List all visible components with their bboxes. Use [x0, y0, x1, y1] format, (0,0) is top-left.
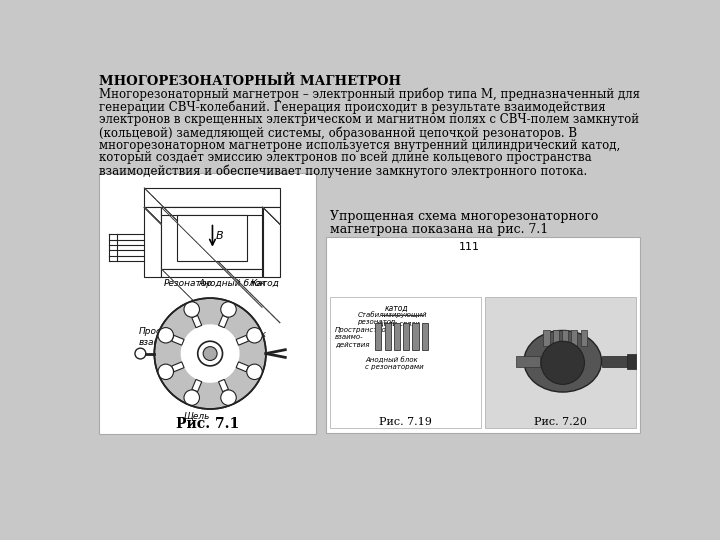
Text: Виток
связи: Виток связи [239, 330, 267, 350]
Circle shape [203, 347, 217, 361]
Circle shape [221, 302, 236, 317]
Text: Рис. 7.1: Рис. 7.1 [176, 417, 240, 431]
Bar [326, 237, 640, 433]
Circle shape [158, 328, 174, 343]
Bar [413, 323, 418, 350]
Bar [553, 330, 559, 346]
Bar [580, 330, 587, 346]
Polygon shape [171, 362, 184, 372]
Text: Резонатор: Резонатор [163, 279, 212, 288]
Bar [161, 207, 262, 269]
Circle shape [198, 341, 222, 366]
Text: многорезонаторном магнетроне используется внутренний цилиндрический катод,: многорезонаторном магнетроне используетс… [99, 139, 621, 152]
Polygon shape [192, 315, 202, 328]
Bar [161, 269, 262, 276]
Bar [144, 188, 280, 207]
Text: Анодный блок: Анодный блок [199, 279, 266, 288]
Text: Рис. 7.20: Рис. 7.20 [534, 417, 588, 427]
Circle shape [221, 390, 236, 406]
Text: МНОГОРЕЗОНАТОРНЫЙ МАГНЕТРОН: МНОГОРЕЗОНАТОРНЫЙ МАГНЕТРОН [99, 75, 402, 88]
Polygon shape [219, 315, 228, 328]
Bar [177, 215, 246, 261]
Bar [485, 298, 636, 428]
Text: генерации СВЧ-колебаний. Генерация происходит в результате взаимодействия: генерации СВЧ-колебаний. Генерация проис… [99, 100, 606, 114]
Polygon shape [192, 380, 202, 392]
Text: который создает эмиссию электронов по всей длине кольцевого пространства: который создает эмиссию электронов по вс… [99, 151, 592, 164]
Bar [571, 330, 577, 346]
Bar [562, 330, 568, 346]
Circle shape [184, 390, 199, 406]
Polygon shape [236, 362, 248, 372]
Bar [161, 207, 262, 215]
Bar [394, 323, 400, 350]
Text: взаимодействия и обеспечивает получение замкнутого электронного потока.: взаимодействия и обеспечивает получение … [99, 164, 588, 178]
Text: магнетрона показана на рис. 7.1: магнетрона показана на рис. 7.1 [330, 224, 549, 237]
Bar [330, 298, 482, 428]
Bar [422, 323, 428, 350]
Polygon shape [219, 380, 228, 392]
Polygon shape [171, 335, 184, 345]
Circle shape [158, 364, 174, 380]
Circle shape [135, 348, 145, 359]
Text: 111: 111 [459, 242, 480, 252]
Circle shape [184, 302, 199, 317]
Bar [375, 323, 382, 350]
Text: Катод: Катод [251, 279, 280, 288]
Bar [263, 207, 280, 276]
Polygon shape [236, 335, 248, 345]
Bar [403, 323, 409, 350]
Text: Щель: Щель [184, 411, 210, 420]
Text: Анодный блок
с резонаторами: Анодный блок с резонаторами [365, 356, 424, 370]
Text: электронов в скрещенных электрическом и магнитном полях с СВЧ-полем замкнутой: электронов в скрещенных электрическом и … [99, 113, 639, 126]
Circle shape [154, 298, 266, 409]
Bar [516, 356, 539, 367]
Text: катод: катод [384, 303, 408, 313]
Bar [601, 356, 629, 367]
Bar [544, 330, 549, 346]
Circle shape [247, 328, 262, 343]
Text: Многорезонаторный магнетрон – электронный прибор типа М, предназначенный для: Многорезонаторный магнетрон – электронны… [99, 88, 640, 102]
Text: Пространство
взаимо-
действия: Пространство взаимо- действия [335, 327, 387, 347]
Circle shape [181, 325, 240, 383]
Bar [99, 173, 316, 434]
Text: (кольцевой) замедляющей системы, образованной цепочкой резонаторов. В: (кольцевой) замедляющей системы, образов… [99, 126, 577, 139]
Bar [384, 323, 391, 350]
Bar [144, 207, 161, 276]
Text: Пространство
взаимодействия: Пространство взаимодействия [139, 327, 217, 347]
Circle shape [247, 364, 262, 380]
Text: Стабилизирующий
резонатор: Стабилизирующий резонатор [357, 311, 427, 325]
Bar [627, 354, 636, 369]
Text: B: B [215, 231, 223, 241]
Text: Упрощенная схема многорезонаторного: Упрощенная схема многорезонаторного [330, 210, 598, 222]
Circle shape [541, 341, 585, 384]
Text: Рис. 7.19: Рис. 7.19 [379, 417, 432, 427]
Ellipse shape [524, 330, 601, 392]
Text: щели связи: щели связи [377, 320, 419, 327]
